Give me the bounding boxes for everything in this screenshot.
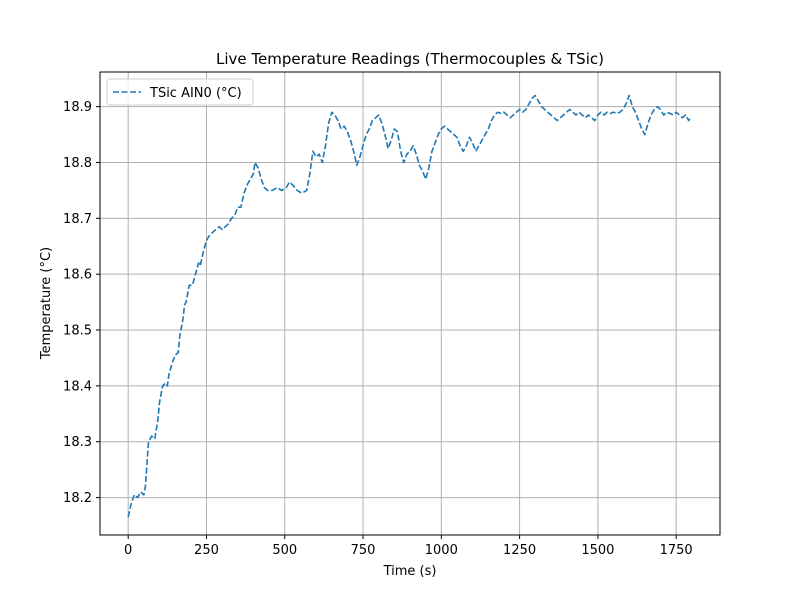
chart-title: Live Temperature Readings (Thermocouples… (216, 50, 604, 68)
legend-label: TSic AIN0 (°C) (149, 86, 242, 101)
y-tick-label: 18.6 (63, 268, 92, 283)
x-tick-label: 500 (272, 543, 297, 558)
y-tick-label: 18.8 (63, 156, 92, 171)
x-tick-label: 1250 (503, 543, 536, 558)
y-tick-label: 18.4 (63, 379, 92, 394)
plot-area (127, 94, 691, 518)
x-axis-label: Time (s) (383, 564, 437, 579)
y-tick-label: 18.5 (63, 324, 92, 339)
x-tick-label: 750 (351, 543, 376, 558)
x-tick-label: 0 (124, 543, 132, 558)
y-tick-label: 18.9 (63, 100, 92, 115)
legend: TSic AIN0 (°C) (106, 78, 254, 106)
x-tick-label: 1750 (660, 543, 693, 558)
x-tick-label: 250 (194, 543, 219, 558)
legend-box (106, 78, 254, 106)
x-tick-label: 1500 (581, 543, 614, 558)
y-tick-label: 18.7 (63, 212, 92, 227)
y-tick-label: 18.3 (63, 435, 92, 450)
y-axis-label: Temperature (°C) (39, 247, 54, 360)
y-axis-ticks: 18.2 18.3 18.4 18.5 18.6 18.7 18.8 18.9 (63, 100, 100, 506)
y-tick-label: 18.2 (63, 491, 92, 506)
series-line-0 (127, 94, 691, 518)
x-tick-label: 1000 (425, 543, 458, 558)
x-axis-ticks: 0 250 500 750 1000 1250 1500 1750 (124, 535, 693, 558)
axes-frame (99, 71, 721, 536)
grid-lines (100, 72, 720, 535)
